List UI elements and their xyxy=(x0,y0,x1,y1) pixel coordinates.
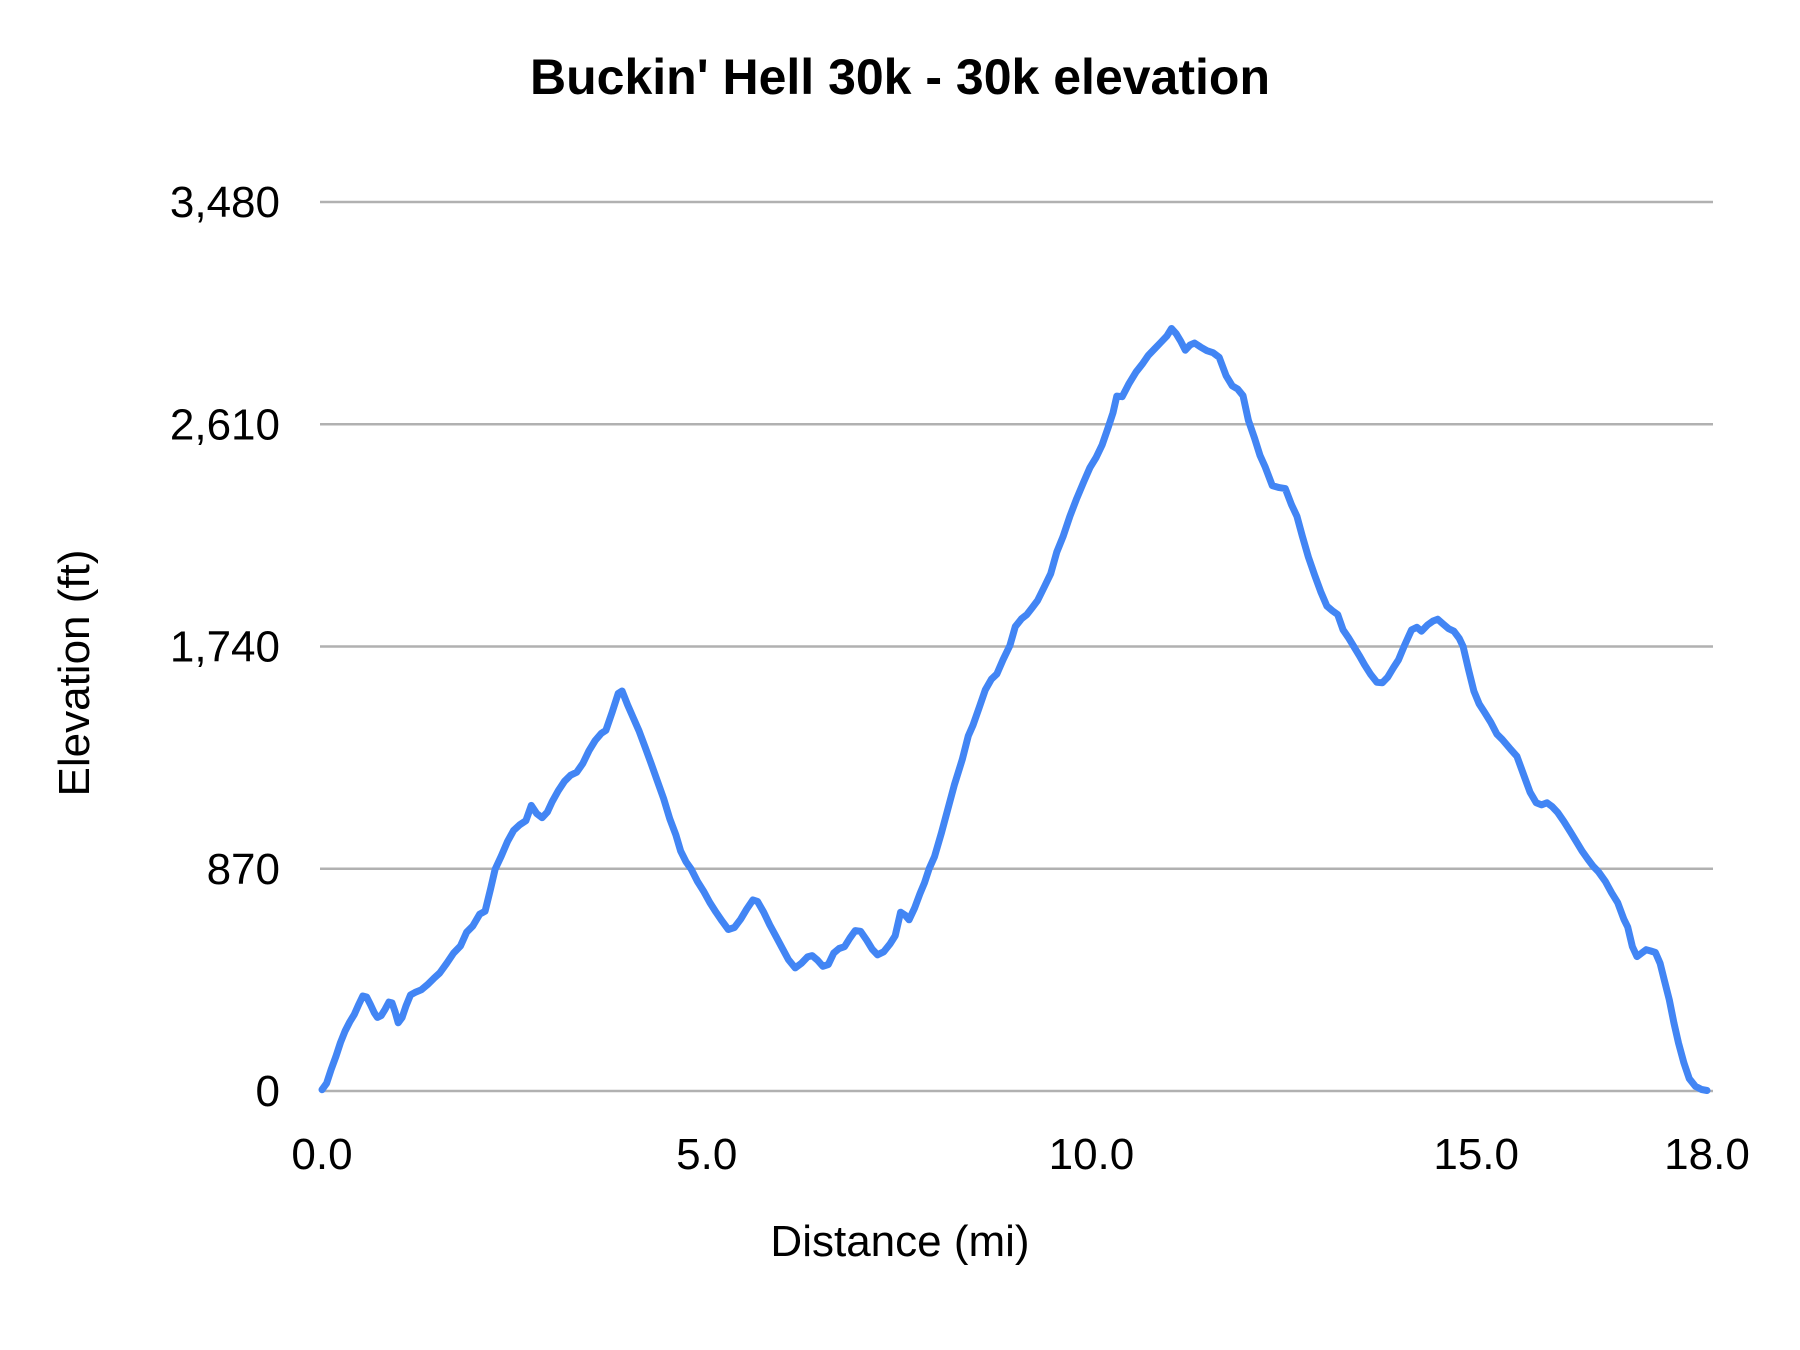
y-axis-title: Elevation (ft) xyxy=(50,549,99,797)
y-tick-label: 2,610 xyxy=(170,400,280,449)
x-tick-label: 0.0 xyxy=(291,1130,352,1179)
x-tick-label: 18.0 xyxy=(1664,1130,1750,1179)
x-axis-title: Distance (mi) xyxy=(770,1217,1030,1266)
x-tick-label: 10.0 xyxy=(1049,1130,1135,1179)
chart-title: Buckin' Hell 30k - 30k elevation xyxy=(530,49,1270,105)
y-tick-label: 3,480 xyxy=(170,178,280,227)
elevation-profile-line xyxy=(318,325,1711,1094)
x-tick-label: 15.0 xyxy=(1433,1130,1519,1179)
y-tick-label: 0 xyxy=(256,1067,280,1116)
y-tick-label: 1,740 xyxy=(170,623,280,672)
x-tick-label: 5.0 xyxy=(676,1130,737,1179)
y-tick-label: 870 xyxy=(207,845,280,894)
